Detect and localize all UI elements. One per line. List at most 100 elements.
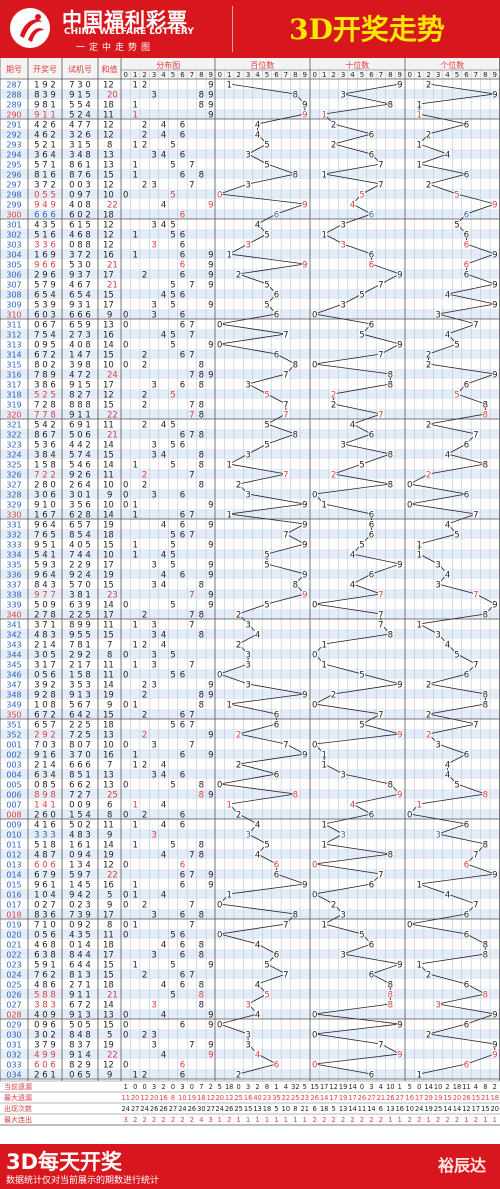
draw-number-cell: 1 6 9 (34, 250, 56, 260)
sum-cell: 15 (103, 1020, 114, 1030)
stat-value: 24 (178, 1105, 186, 1113)
dist-mark: 0 (123, 480, 128, 490)
sum-cell: 21 (107, 990, 118, 1000)
dist-mark: 4 (161, 130, 166, 140)
position-digit: 9 (492, 370, 497, 380)
position-digit: 2 (236, 760, 241, 770)
sum-cell: 11 (103, 930, 114, 940)
dist-mark: 1 (132, 110, 137, 120)
dist-mark: 6 (180, 950, 185, 960)
dist-mark: 9 (208, 260, 213, 270)
dist-mark: 2 (142, 900, 147, 910)
position-digit: 6 (369, 260, 374, 270)
test-number-cell: 4 0 8 (69, 340, 91, 350)
position-digit: 0 (217, 190, 222, 200)
digit-header: 4 (445, 71, 450, 79)
test-number-cell: 9 1 4 (69, 1050, 91, 1060)
dist-mark: 0 (123, 700, 128, 710)
stat-value: 0 (133, 1083, 137, 1091)
dist-mark: 3 (151, 1030, 156, 1040)
position-digit: 6 (464, 820, 469, 830)
position-digit: 6 (464, 1020, 469, 1030)
period-cell: 289 (6, 100, 21, 109)
stat-value: 2 (408, 1116, 412, 1124)
dist-mark: 9 (208, 500, 213, 510)
dist-mark: 8 (199, 690, 204, 700)
draw-number-cell: 5 3 9 (34, 300, 56, 310)
position-digit: 1 (321, 750, 326, 760)
test-number-cell: 9 1 5 (69, 380, 91, 390)
position-digit: 3 (245, 660, 250, 670)
position-digit: 9 (492, 1050, 497, 1060)
dist-mark: 2 (142, 420, 147, 430)
stat-value: 21 (377, 1094, 385, 1102)
position-digit: 2 (426, 350, 431, 360)
stat-value: 10 (434, 1083, 442, 1091)
dist-mark: 2 (142, 130, 147, 140)
position-digit: 8 (388, 380, 393, 390)
stat-value: 27 (207, 1105, 215, 1113)
position-digit: 9 (397, 790, 402, 800)
draw-number-cell: 6 5 4 (34, 290, 56, 300)
sum-cell: 17 (103, 610, 114, 620)
dist-mark: 3 (151, 1040, 156, 1050)
sum-cell: 12 (103, 390, 114, 400)
position-digit: 5 (264, 420, 269, 430)
test-number-cell: 3 7 2 (69, 250, 91, 260)
draw-number-cell: 8 3 9 (34, 90, 56, 100)
period-cell: 021 (6, 940, 21, 949)
position-digit: 6 (369, 530, 374, 540)
dist-mark: 7 (189, 410, 194, 420)
draw-number-cell: 8 1 6 (34, 170, 56, 180)
draw-number-cell: 5 2 1 (34, 140, 56, 150)
stat-value: 2 (161, 1083, 165, 1091)
stat-value: 20 (131, 1094, 139, 1102)
sum-cell: 16 (103, 330, 114, 340)
draw-number-cell: 5 3 6 (34, 440, 56, 450)
dist-mark: 1 (132, 760, 137, 770)
dist-mark: 1 (132, 960, 137, 970)
position-digit: 6 (369, 320, 374, 330)
position-digit: 3 (340, 950, 345, 960)
draw-number-cell: 7 2 8 (34, 400, 56, 410)
position-digit: 9 (492, 90, 497, 100)
position-digit: 1 (321, 640, 326, 650)
section-header-dist: 分布图 (156, 60, 180, 70)
position-digit: 3 (435, 560, 440, 570)
period-cell: 308 (6, 290, 21, 299)
position-digit: 4 (445, 570, 450, 580)
position-digit: 6 (274, 770, 279, 780)
dist-mark: 6 (180, 930, 185, 940)
position-digit: 6 (274, 710, 279, 720)
position-digit: 2 (331, 120, 336, 130)
dist-mark: 0 (123, 810, 128, 820)
dist-mark: 9 (208, 750, 213, 760)
position-digit: 1 (321, 820, 326, 830)
position-digit: 5 (454, 780, 459, 790)
position-digit: 7 (283, 920, 288, 930)
stat-value: 14 (453, 1105, 461, 1113)
dist-mark: 6 (180, 820, 185, 830)
position-digit: 3 (435, 580, 440, 590)
position-digit: 9 (397, 1020, 402, 1030)
dist-mark: 9 (208, 80, 213, 90)
draw-number-cell: 3 0 6 (34, 490, 56, 500)
dist-mark: 7 (189, 470, 194, 480)
period-cell: 307 (6, 280, 21, 289)
draw-number-cell: 3 0 2 (34, 1030, 56, 1040)
dist-mark: 5 (170, 160, 175, 170)
period-cell: 329 (6, 500, 21, 509)
position-digit: 3 (245, 150, 250, 160)
stat-value: 3 (124, 1116, 128, 1124)
position-digit: 9 (302, 540, 307, 550)
period-cell: 337 (6, 580, 21, 589)
stat-label: 出现次数 (4, 1104, 32, 1113)
stat-value: 5 (274, 1105, 278, 1113)
position-digit: 6 (274, 860, 279, 870)
sum-cell: 15 (103, 970, 114, 980)
sum-cell: 12 (103, 180, 114, 190)
dist-mark: 8 (199, 700, 204, 710)
period-cell: 318 (6, 390, 21, 399)
stat-value: 2 (445, 1083, 449, 1091)
position-digit: 5 (359, 330, 364, 340)
